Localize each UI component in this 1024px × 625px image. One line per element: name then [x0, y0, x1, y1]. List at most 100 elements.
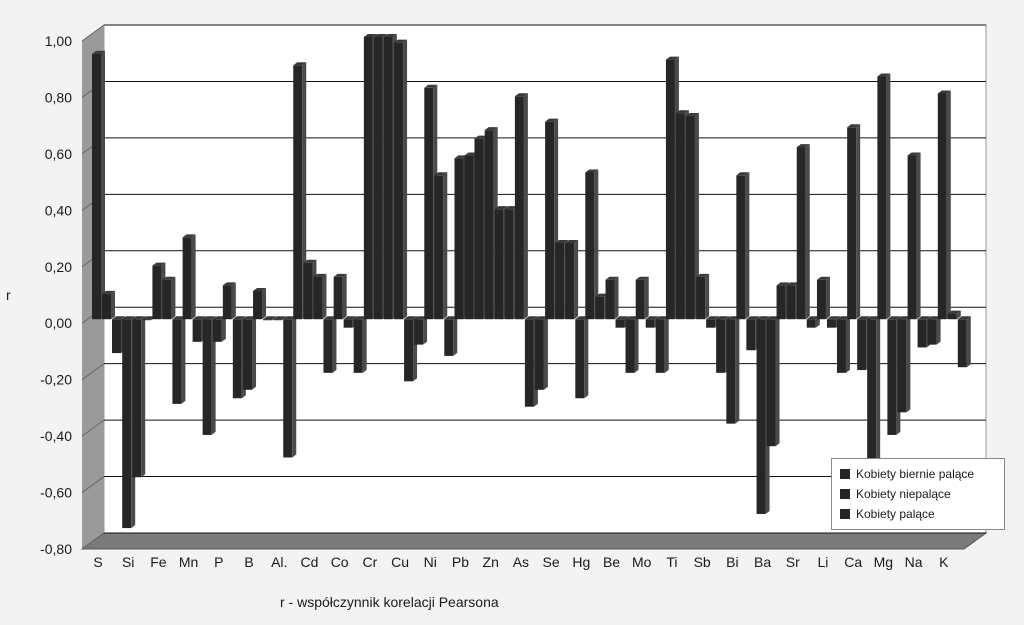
- bar-top: [263, 316, 277, 320]
- bar-top: [192, 316, 206, 320]
- x-tick-label: Sr: [786, 554, 800, 570]
- x-tick-label: Mn: [179, 554, 198, 570]
- bar-side: [221, 316, 226, 342]
- bar-side: [694, 113, 699, 320]
- bar: [92, 50, 105, 320]
- bar-front: [957, 319, 967, 368]
- x-tick-label: Bi: [726, 554, 738, 570]
- bar-front: [444, 319, 454, 356]
- bar-front: [152, 265, 162, 320]
- bar-top: [202, 316, 216, 320]
- bar: [877, 73, 891, 320]
- bar-top: [917, 316, 931, 320]
- bar-front: [716, 319, 726, 373]
- bar-front: [353, 319, 363, 373]
- bar-side: [946, 90, 951, 320]
- bar-top: [424, 84, 438, 88]
- bar-top: [132, 316, 146, 320]
- x-tick-label: Be: [603, 554, 620, 570]
- bar-side: [775, 316, 780, 447]
- y-tick-label: 0,20: [45, 259, 72, 275]
- x-tick-labels: S Si Fe Mn P B Al. Cd Co Cr Cu Ni Pb Zn As Se Hg Be Mo Ti Sb…: [93, 554, 949, 570]
- bar-front: [494, 209, 504, 320]
- bar-top: [434, 172, 448, 176]
- bar: [293, 62, 307, 320]
- bar-front: [545, 121, 555, 320]
- bar: [836, 316, 850, 373]
- bar: [696, 273, 710, 320]
- bar: [313, 273, 327, 320]
- bar-top: [877, 73, 891, 77]
- x-tick-label: P: [214, 554, 223, 570]
- bar-top: [253, 288, 267, 291]
- bar-front: [625, 319, 635, 373]
- bar-top: [414, 316, 428, 320]
- bar-front: [92, 53, 101, 320]
- floor: [80, 532, 988, 550]
- bar: [202, 316, 216, 435]
- bar-top: [212, 316, 226, 320]
- bar-top: [283, 316, 297, 320]
- y-tick-label: -0,60: [40, 485, 72, 501]
- bar-top: [444, 316, 458, 320]
- bar-top: [232, 316, 246, 320]
- x-tick-label: Al.: [271, 554, 287, 570]
- bar-top: [102, 290, 115, 294]
- bar-front: [504, 209, 514, 320]
- bar-top: [524, 316, 538, 320]
- bar-top: [152, 262, 166, 266]
- bar-top: [404, 316, 418, 320]
- bar-top: [736, 172, 750, 176]
- y-tick-label: -0,40: [40, 428, 72, 444]
- bar-top: [937, 90, 951, 94]
- bar-side: [966, 316, 971, 368]
- bar-front: [595, 296, 605, 320]
- bar-front: [736, 175, 746, 320]
- bar: [585, 169, 599, 320]
- bar: [283, 316, 297, 458]
- bar-top: [826, 316, 840, 320]
- bar-side: [634, 316, 639, 373]
- bar: [847, 124, 861, 320]
- bar-front: [192, 319, 202, 342]
- bar-side: [644, 276, 649, 320]
- bar-side: [916, 152, 921, 320]
- bar: [434, 172, 448, 320]
- bar-top: [706, 316, 720, 320]
- bar-top: [454, 155, 468, 159]
- bar: [333, 273, 347, 320]
- bar-side: [211, 316, 216, 435]
- bar-top: [545, 118, 559, 122]
- bar: [212, 316, 226, 342]
- bar-top: [756, 316, 770, 320]
- bar-side: [745, 172, 750, 320]
- bar-front: [474, 138, 484, 320]
- bar-top: [947, 310, 961, 314]
- bar-front: [454, 158, 464, 320]
- bar-top: [353, 316, 367, 320]
- bar-side: [292, 316, 297, 458]
- bar-front: [404, 319, 414, 382]
- bar-front: [685, 116, 695, 320]
- bar-top: [122, 316, 136, 320]
- bar-side: [342, 273, 347, 320]
- x-tick-label: Mg: [874, 554, 893, 570]
- bar-top: [897, 316, 911, 320]
- bar: [172, 316, 186, 404]
- bar-front: [434, 175, 444, 320]
- bar: [575, 316, 589, 399]
- y-tick-label: 0,00: [45, 315, 72, 331]
- bar-side: [423, 316, 428, 345]
- legend-item: Kobiety palące: [840, 504, 1004, 524]
- bar-front: [826, 319, 836, 328]
- x-axis-label: r - współczynnik korelacji Pearsona: [280, 594, 499, 610]
- y-tick-label: 0,60: [45, 146, 72, 162]
- legend-swatch: [840, 489, 850, 499]
- bar-top: [474, 135, 488, 139]
- legend-label: Kobiety palące: [856, 507, 935, 521]
- bar-top: [293, 62, 307, 66]
- bar-front: [756, 319, 766, 514]
- bar-front: [424, 87, 434, 320]
- bar: [635, 276, 649, 320]
- bar-front: [726, 319, 736, 424]
